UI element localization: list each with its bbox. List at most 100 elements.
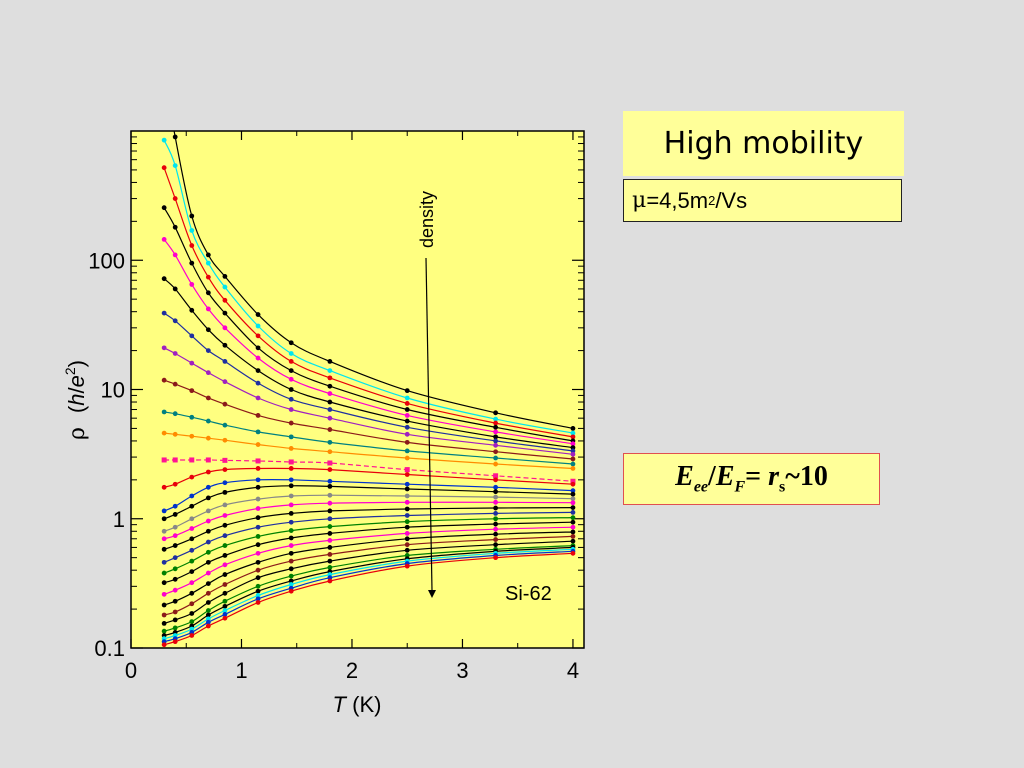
- data-point: [255, 534, 261, 539]
- data-point: [161, 508, 167, 514]
- series-line-1: [173, 131, 574, 429]
- data-point: [327, 383, 333, 389]
- density-arrow: [425, 257, 433, 591]
- data-point: [570, 524, 576, 530]
- data-point: [255, 524, 261, 530]
- series-line-29: [163, 550, 574, 643]
- mu-equals: =4,5m: [646, 187, 709, 213]
- data-point: [172, 533, 178, 539]
- y-axis-label-slash: /: [64, 386, 89, 393]
- data-point: [255, 442, 261, 447]
- data-point: [172, 318, 178, 324]
- data-point: [205, 484, 211, 490]
- y-axis-label-open: (: [64, 405, 89, 413]
- data-point: [327, 399, 333, 405]
- data-point: [288, 358, 294, 364]
- data-point: [327, 483, 333, 489]
- data-point: [255, 333, 261, 339]
- data-point: [404, 536, 410, 542]
- data-point: [404, 519, 410, 525]
- formula-e1: E: [675, 461, 694, 493]
- data-point: [288, 502, 294, 508]
- data-point: [570, 466, 576, 471]
- mu-symbol: μ: [632, 188, 647, 213]
- series-line-9: [163, 379, 574, 460]
- data-point: [570, 448, 576, 454]
- data-point: [161, 628, 167, 634]
- series-line-5: [163, 239, 574, 445]
- data-point: [255, 515, 261, 521]
- data-point: [288, 535, 294, 541]
- data-point: [493, 424, 499, 430]
- data-point: [493, 434, 499, 440]
- data-point: [222, 562, 228, 568]
- formula-e2-sub: F: [734, 478, 746, 496]
- data-point: [189, 516, 195, 522]
- data-point: [288, 477, 294, 483]
- series-line-17: [163, 501, 574, 540]
- mu-unit: /Vs: [715, 187, 748, 213]
- y-axis-label-h: h: [64, 393, 89, 405]
- data-point: [404, 467, 410, 473]
- series-line-25: [163, 540, 574, 624]
- data-point: [161, 580, 167, 586]
- data-point: [255, 477, 261, 483]
- data-point: [493, 442, 499, 448]
- data-point: [255, 345, 261, 351]
- data-point: [255, 575, 261, 581]
- data-point: [493, 505, 499, 511]
- data-point: [222, 310, 228, 316]
- data-point: [288, 588, 294, 594]
- data-point: [222, 513, 228, 518]
- data-point: [161, 516, 167, 522]
- data-point: [161, 559, 167, 565]
- data-point: [172, 617, 178, 623]
- x-axis-label-var: T: [333, 692, 348, 717]
- data-point: [161, 165, 167, 171]
- data-point: [189, 433, 195, 439]
- data-point: [288, 578, 294, 584]
- data-point: [493, 473, 499, 479]
- data-point: [222, 379, 228, 385]
- series-group: [161, 131, 576, 648]
- data-point: [172, 576, 178, 582]
- data-point: [172, 286, 178, 292]
- data-point: [255, 496, 261, 502]
- mobility-value-box: μ =4,5m 2/Vs: [623, 179, 902, 222]
- data-point: [404, 563, 410, 569]
- data-point: [172, 503, 178, 509]
- data-point: [327, 551, 333, 557]
- data-point: [327, 578, 333, 584]
- data-point: [255, 567, 261, 573]
- data-point: [205, 274, 211, 280]
- data-point: [189, 536, 195, 542]
- formula-r-sub: s: [779, 478, 786, 496]
- data-point: [404, 524, 410, 530]
- data-point: [404, 388, 410, 394]
- data-point: [404, 542, 410, 548]
- series-layer: [161, 131, 576, 648]
- data-point: [205, 457, 211, 463]
- data-point: [161, 620, 167, 626]
- data-point: [255, 506, 261, 511]
- y-axis-label-close: ): [64, 360, 89, 367]
- data-point: [222, 611, 228, 617]
- data-point: [205, 306, 211, 312]
- data-point: [255, 458, 261, 464]
- data-point: [493, 526, 499, 532]
- data-point: [327, 415, 333, 421]
- data-point: [288, 566, 294, 572]
- data-point: [288, 519, 294, 525]
- data-point: [327, 537, 333, 543]
- data-point: [327, 565, 333, 570]
- data-point: [189, 611, 195, 616]
- data-point: [205, 539, 211, 545]
- data-point: [205, 260, 211, 266]
- data-point: [493, 537, 499, 542]
- data-point: [570, 456, 576, 462]
- data-point: [404, 499, 410, 505]
- data-point: [205, 435, 211, 441]
- data-point: [172, 196, 178, 201]
- data-point: [255, 593, 261, 598]
- data-point: [189, 569, 195, 575]
